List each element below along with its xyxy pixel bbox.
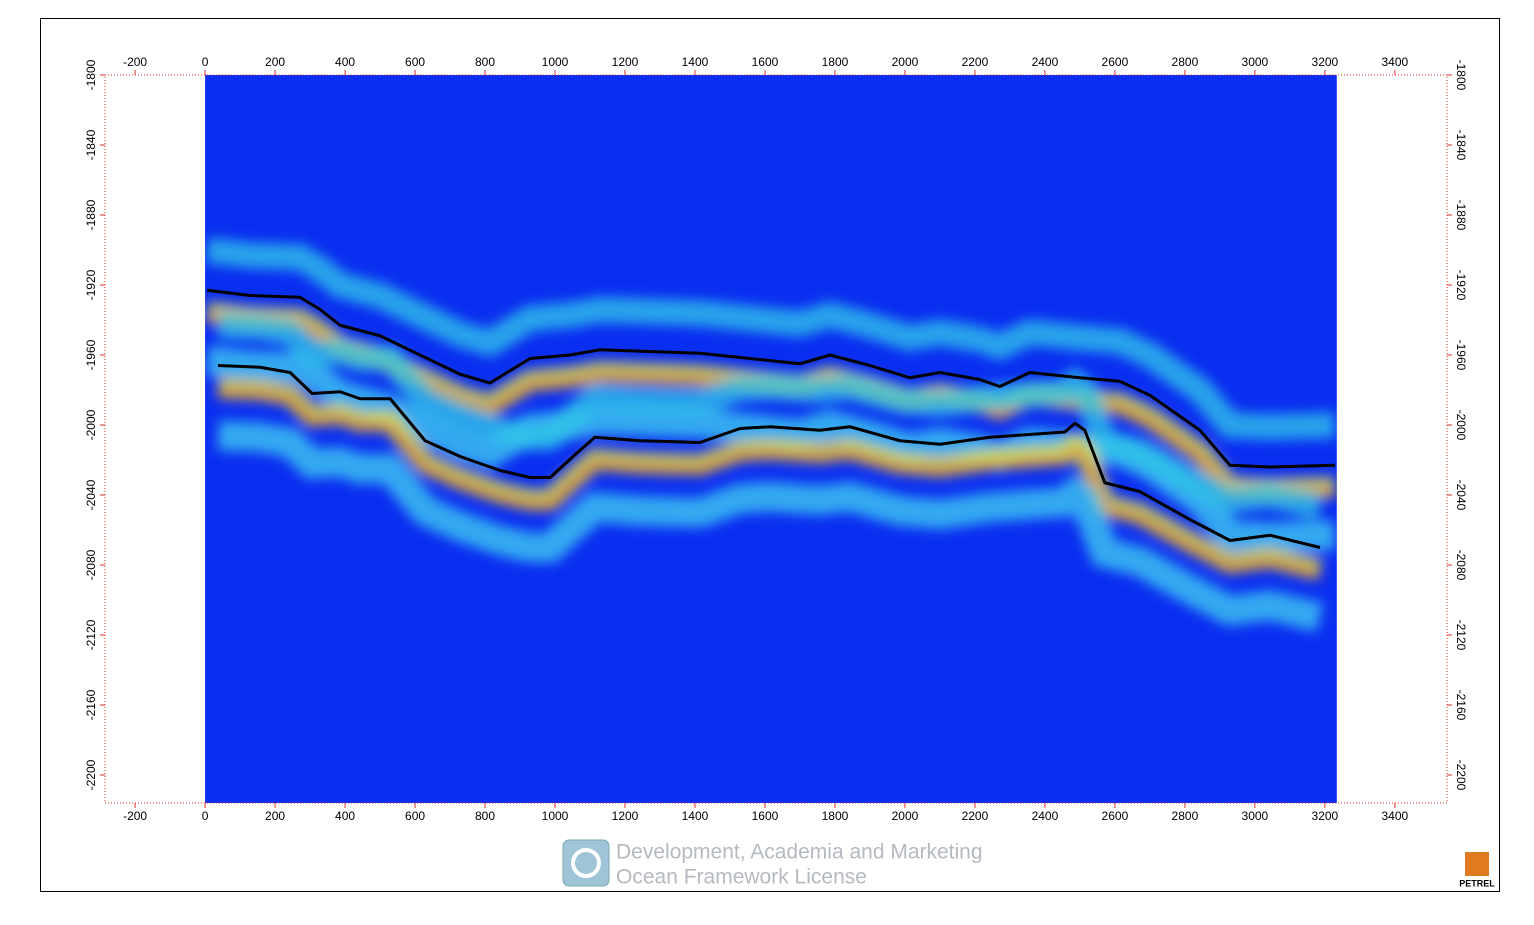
window-frame	[40, 18, 1500, 892]
x-tick-label-bottom: 2400	[1032, 809, 1059, 823]
x-tick-label-bottom: 1400	[682, 809, 709, 823]
x-tick-label-bottom: 2200	[962, 809, 989, 823]
amplitude-band	[217, 420, 1324, 633]
x-tick-label-top: 3200	[1312, 55, 1339, 69]
x-tick-label-bottom: 1000	[542, 809, 569, 823]
x-tick-label-bottom: 2600	[1102, 809, 1129, 823]
x-tick-label-bottom: 1200	[612, 809, 639, 823]
y-tick-label-left: -2000	[84, 409, 98, 440]
watermark-icon	[562, 839, 610, 887]
y-tick-label-left: -2160	[84, 689, 98, 720]
logo: PETREL	[1459, 878, 1495, 888]
x-tick-label-top: 2600	[1102, 55, 1129, 69]
y-tick-label-right: -2120	[1454, 620, 1468, 651]
y-tick-label-left: -2080	[84, 549, 98, 580]
x-tick-label-top: 0	[202, 55, 209, 69]
x-tick-label-bottom: 800	[475, 809, 495, 823]
x-tick-label-top: 1400	[682, 55, 709, 69]
y-tick-label-left: -2040	[84, 479, 98, 510]
x-tick-label-top: 1800	[822, 55, 849, 69]
y-tick-label-right: -1800	[1454, 60, 1468, 91]
y-tick-label-right: -1880	[1454, 200, 1468, 231]
amplitude-band	[205, 237, 1336, 441]
watermark-line2: Ocean Framework License	[616, 866, 867, 889]
watermark: Development, Academia and Marketing Ocea…	[562, 839, 983, 889]
y-tick-label-right: -1920	[1454, 270, 1468, 301]
x-tick-label-top: 1600	[752, 55, 779, 69]
y-tick-label-right: -2040	[1454, 480, 1468, 511]
x-tick-label-top: 2400	[1032, 55, 1059, 69]
y-tick-label-left: -2200	[84, 759, 98, 790]
x-tick-label-top: 2800	[1172, 55, 1199, 69]
x-tick-label-bottom: 0	[202, 809, 209, 823]
amplitude-bands	[205, 237, 1336, 633]
amplitude-band	[217, 312, 1324, 521]
horizon-line	[206, 288, 1336, 469]
y-tick-label-left: -1920	[84, 269, 98, 300]
y-tick-label-right: -2160	[1454, 690, 1468, 721]
horizon-line	[217, 364, 1321, 549]
x-tick-label-bottom: 3200	[1312, 809, 1339, 823]
y-tick-label-left: -1800	[84, 59, 98, 90]
y-tick-label-right: -2000	[1454, 410, 1468, 441]
x-tick-label-bottom: -200	[123, 809, 147, 823]
x-tick-label-top: 3000	[1242, 55, 1269, 69]
x-tick-label-bottom: 600	[405, 809, 425, 823]
x-tick-label-top: 3400	[1382, 55, 1409, 69]
y-tick-label-left: -1840	[84, 129, 98, 160]
x-tick-label-top: 600	[405, 55, 425, 69]
x-tick-label-top: 800	[475, 55, 495, 69]
logo-icon	[1465, 852, 1489, 876]
y-tick-label-right: -2200	[1454, 760, 1468, 791]
x-tick-label-bottom: 2800	[1172, 809, 1199, 823]
y-tick-label-right: -2080	[1454, 550, 1468, 581]
x-tick-label-top: 200	[265, 55, 285, 69]
watermark-icon-ring	[571, 848, 601, 878]
x-tick-label-top: 1000	[542, 55, 569, 69]
x-tick-label-top: 1200	[612, 55, 639, 69]
x-tick-label-top: 400	[335, 55, 355, 69]
watermark-line1: Development, Academia and Marketing	[616, 841, 983, 864]
x-tick-label-bottom: 3400	[1382, 809, 1409, 823]
y-tick-label-left: -1960	[84, 339, 98, 370]
x-tick-label-bottom: 400	[335, 809, 355, 823]
x-tick-label-bottom: 1800	[822, 809, 849, 823]
x-tick-label-top: -200	[123, 55, 147, 69]
y-tick-label-right: -1840	[1454, 130, 1468, 161]
x-tick-label-bottom: 1600	[752, 809, 779, 823]
x-tick-label-top: 2000	[892, 55, 919, 69]
x-tick-label-bottom: 200	[265, 809, 285, 823]
y-tick-label-right: -1960	[1454, 340, 1468, 371]
x-tick-label-top: 2200	[962, 55, 989, 69]
y-tick-label-left: -1880	[84, 199, 98, 230]
y-tick-label-left: -2120	[84, 619, 98, 650]
x-tick-label-bottom: 3000	[1242, 809, 1269, 823]
x-tick-label-bottom: 2000	[892, 809, 919, 823]
